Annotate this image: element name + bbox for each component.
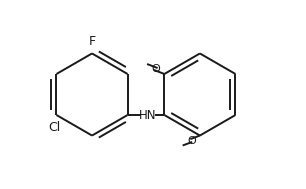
- Text: O: O: [151, 64, 160, 74]
- Text: F: F: [89, 35, 96, 48]
- Text: O: O: [187, 136, 196, 146]
- Text: Cl: Cl: [48, 121, 60, 134]
- Text: HN: HN: [139, 108, 157, 122]
